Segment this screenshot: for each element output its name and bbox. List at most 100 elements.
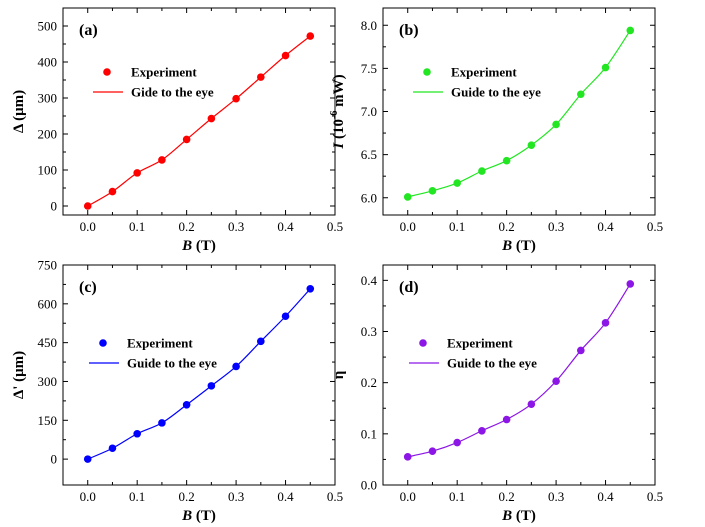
- y-axis-label: Δ (μm): [11, 90, 27, 133]
- data-point: [478, 167, 486, 175]
- panel-label: (a): [79, 22, 98, 39]
- x-axis-label: B (T): [181, 238, 216, 254]
- data-point: [232, 94, 240, 103]
- y-tick-label: 200: [38, 127, 58, 142]
- data-point: [281, 51, 290, 60]
- y-tick-label: 7.0: [361, 104, 377, 119]
- legend-label-experiment: Experiment: [447, 336, 513, 351]
- y-tick-label: 0.3: [361, 324, 377, 339]
- data-point: [207, 382, 216, 390]
- plot-frame: [382, 264, 656, 486]
- legend-marker: [99, 339, 107, 347]
- x-tick-label: 0.0: [80, 219, 96, 234]
- x-tick-label: 0.3: [228, 489, 244, 504]
- data-point: [133, 429, 141, 438]
- data-point: [133, 169, 141, 177]
- x-tick-label: 0.2: [499, 489, 515, 504]
- panel-1: 0.0 0.1 0.2 0.3 0.4 0.5 0 100 200 300 400 500 B (T) Δ…: [11, 7, 343, 254]
- plot-frame: [62, 264, 336, 486]
- y-tick-label: 400: [38, 55, 58, 70]
- data-point: [403, 453, 412, 461]
- y-tick-label: 7.5: [361, 61, 377, 76]
- y-axis-label: η: [331, 371, 347, 380]
- data-point: [182, 135, 191, 144]
- y-tick-label: 0.2: [361, 375, 377, 390]
- panel-2: 0.0 0.1 0.2 0.3 0.4 0.5 6.0 6.5 7.0 7.5 8.0 B (T) I …: [329, 7, 663, 254]
- x-axis-label: B (T): [181, 508, 216, 524]
- legend-label-experiment: Experiment: [451, 65, 517, 80]
- data-point: [158, 419, 166, 427]
- y-axis-label: I (10-6 mW): [329, 74, 347, 149]
- data-point: [453, 438, 461, 447]
- y-tick-label: 500: [38, 19, 58, 34]
- y-tick-label: 0.4: [361, 273, 378, 288]
- data-point: [257, 337, 265, 346]
- data-point: [527, 141, 536, 149]
- data-point: [601, 319, 610, 327]
- x-tick-label: 0.3: [228, 219, 244, 234]
- y-tick-label: 6.5: [361, 147, 377, 162]
- data-point: [207, 114, 216, 123]
- legend-label-guide: Gide to the eye: [131, 85, 214, 100]
- data-point: [552, 120, 560, 129]
- guide-line: [407, 30, 631, 198]
- data-point: [83, 455, 92, 463]
- data-point: [257, 73, 265, 81]
- y-tick-label: 600: [38, 296, 58, 311]
- guide-line: [87, 35, 311, 207]
- y-tick-label: 0: [51, 452, 58, 467]
- data-point: [108, 444, 117, 453]
- y-tick-label: 0.1: [361, 426, 377, 441]
- data-point: [626, 26, 635, 35]
- x-tick-label: 0.2: [179, 219, 195, 234]
- legend: Experiment Guide to the eye: [89, 336, 217, 371]
- legend-label-guide: Guide to the eye: [127, 356, 217, 371]
- legend-label-experiment: Experiment: [127, 336, 193, 351]
- legend: Experiment Guide to the eye: [409, 336, 537, 371]
- x-tick-label: 0.1: [449, 219, 465, 234]
- legend-label-guide: Guide to the eye: [447, 356, 537, 371]
- y-tick-label: 100: [38, 163, 58, 178]
- guide-line: [87, 288, 311, 460]
- x-tick-label: 0.0: [400, 219, 416, 234]
- y-tick-label: 150: [38, 413, 58, 428]
- data-point: [453, 179, 461, 187]
- x-tick-label: 0.1: [449, 489, 465, 504]
- data-point: [306, 32, 315, 40]
- y-tick-label: 450: [38, 335, 58, 350]
- data-point: [306, 285, 315, 293]
- y-tick-label: 300: [38, 374, 58, 389]
- data-point: [403, 193, 412, 201]
- legend-marker: [423, 68, 431, 76]
- x-tick-label: 0.5: [327, 489, 343, 504]
- x-tick-label: 0.5: [327, 219, 343, 234]
- legend-label-guide: Guide to the eye: [451, 85, 541, 100]
- x-tick-label: 0.4: [597, 219, 614, 234]
- x-tick-label: 0.4: [277, 219, 294, 234]
- x-tick-label: 0.4: [597, 489, 614, 504]
- data-point: [232, 362, 240, 371]
- data-point: [601, 63, 610, 72]
- y-tick-label: 6.0: [361, 190, 377, 205]
- x-tick-label: 0.5: [647, 489, 663, 504]
- y-tick-label: 0: [51, 199, 58, 214]
- y-axis-label: Δ' (μm): [11, 351, 27, 399]
- guide-line: [407, 283, 631, 458]
- panel-label: (b): [399, 22, 419, 39]
- data-point: [552, 377, 560, 385]
- data-point: [502, 156, 511, 165]
- x-tick-label: 0.2: [499, 219, 515, 234]
- data-point: [626, 280, 635, 288]
- data-point: [478, 426, 486, 435]
- legend-marker: [419, 339, 427, 347]
- plot-frame: [382, 7, 656, 216]
- y-tick-label: 300: [38, 91, 58, 106]
- x-tick-label: 0.3: [548, 219, 564, 234]
- data-point: [428, 447, 437, 456]
- y-tick-label: 8.0: [361, 18, 377, 33]
- panel-label: (d): [399, 279, 419, 296]
- data-point: [577, 346, 585, 355]
- legend-label-experiment: Experiment: [131, 65, 197, 80]
- data-point: [182, 400, 191, 409]
